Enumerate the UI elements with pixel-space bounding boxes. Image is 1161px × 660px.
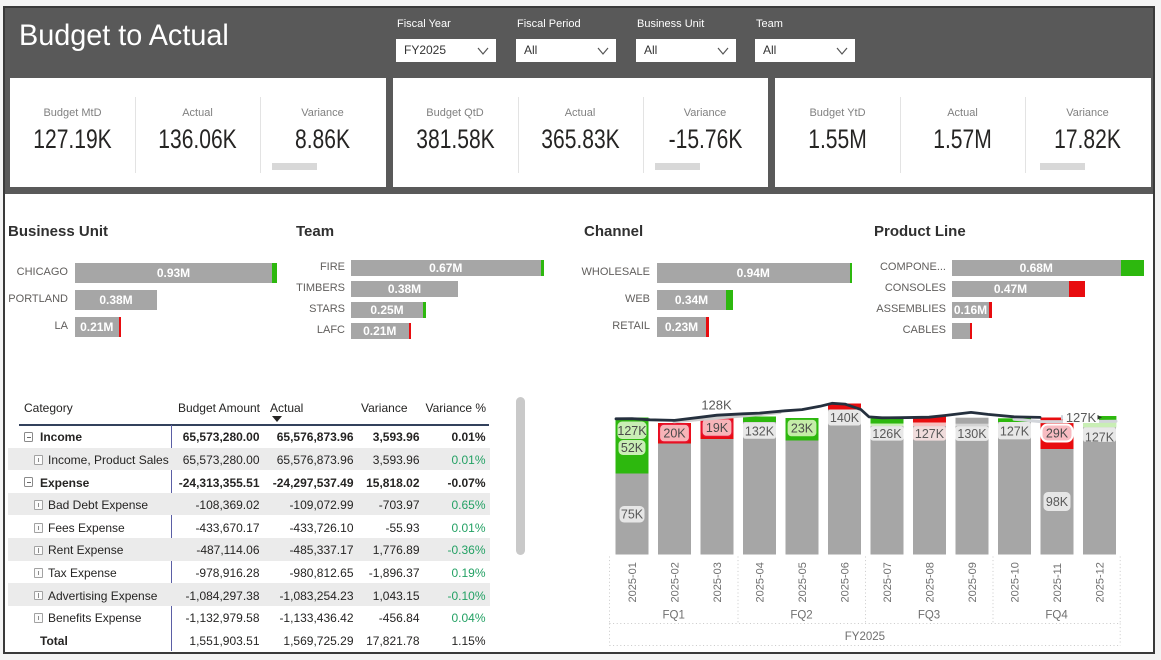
svg-text:98K: 98K [1046,495,1069,509]
svg-text:2025-02: 2025-02 [670,562,682,602]
svg-text:2025-03: 2025-03 [712,562,724,602]
svg-text:127K: 127K [915,427,945,441]
svg-text:2025-09: 2025-09 [967,562,979,602]
svg-text:2025-08: 2025-08 [925,562,937,602]
svg-text:52K: 52K [621,441,644,455]
svg-text:2025-07: 2025-07 [882,562,894,602]
svg-text:127K: 127K [1000,424,1030,438]
svg-text:2025-10: 2025-10 [1010,562,1022,602]
svg-text:126K: 126K [872,427,902,441]
svg-text:2025-11: 2025-11 [1052,563,1064,603]
svg-text:19K: 19K [706,421,729,435]
svg-text:75K: 75K [621,508,644,522]
svg-text:FY2025: FY2025 [845,631,885,643]
svg-text:127K: 127K [617,424,647,438]
svg-text:128K: 128K [701,398,732,413]
svg-text:132K: 132K [745,425,775,439]
svg-text:2025-06: 2025-06 [840,562,852,602]
svg-text:29K: 29K [1046,427,1069,441]
svg-text:FQ2: FQ2 [790,610,812,622]
svg-text:FQ4: FQ4 [1045,610,1068,622]
svg-text:127K: 127K [1085,430,1115,444]
svg-text:130K: 130K [957,427,987,441]
svg-text:20K: 20K [663,426,686,440]
svg-text:23K: 23K [791,421,814,435]
svg-text:140K: 140K [830,411,860,425]
svg-text:2025-05: 2025-05 [797,562,809,602]
svg-text:FQ3: FQ3 [918,610,940,622]
svg-text:2025-01: 2025-01 [627,562,639,602]
svg-text:2025-12: 2025-12 [1095,562,1107,602]
svg-text:127K: 127K [1066,410,1097,425]
svg-text:FQ1: FQ1 [663,610,685,622]
svg-text:2025-04: 2025-04 [755,562,767,602]
